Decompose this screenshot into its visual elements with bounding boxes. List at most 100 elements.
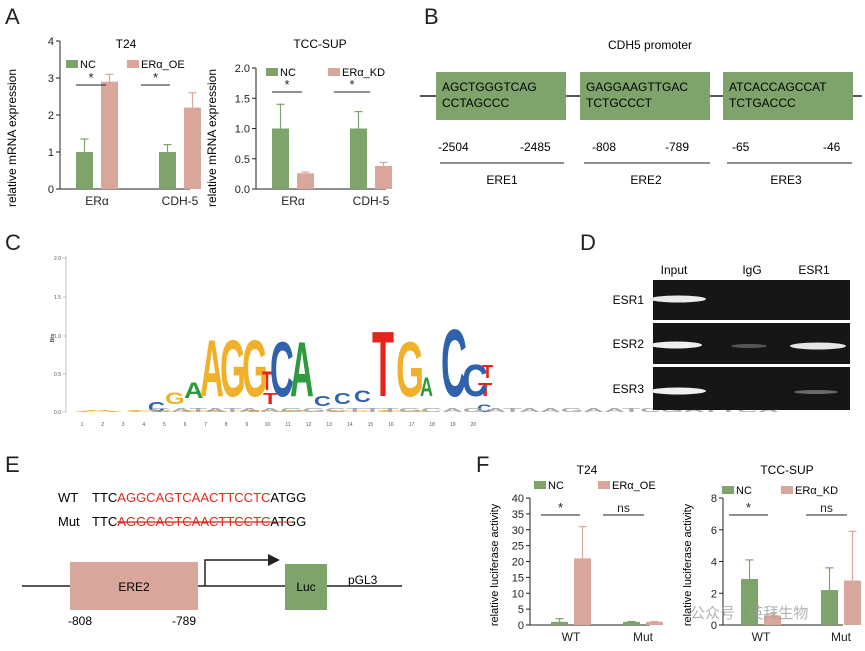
panel-a-tcc-chart: relative mRNA expression TCC-SUP NC ERα_…: [205, 37, 392, 208]
bar-nc: [350, 128, 367, 189]
ere2-seq-line2: TCTGCCCT: [586, 96, 653, 110]
significance-star: *: [558, 500, 563, 515]
mut-label: Mut: [58, 514, 80, 529]
y-tick-label: 0.0: [235, 184, 250, 196]
legend-swatch-nc: [66, 60, 78, 68]
bar-treat: [101, 81, 118, 189]
logo-position-label: 18: [429, 422, 435, 428]
significance-star: *: [284, 77, 289, 92]
panel-e-construct: WT TTCAGGCAGTCAACTTCCTCATGG Mut TTCAGGCA…: [22, 490, 402, 628]
promoter-title: CDH5 promoter: [608, 38, 692, 52]
ere3-start: -65: [732, 140, 750, 154]
legend-nc-label: NC: [80, 59, 96, 71]
y-tick-label: 2: [48, 110, 54, 122]
panel-a-ylabel-1: relative mRNA expression: [5, 69, 19, 207]
panel-f-ylabel-1: relative luciferase activity: [489, 503, 501, 626]
y-tick-label: 0.5: [235, 154, 250, 166]
wt-sequence: TTCAGGCAGTCAACTTCCTCATGG: [92, 490, 306, 505]
ns-label: ns: [820, 501, 833, 515]
logo-letter-c: C: [354, 388, 371, 406]
panel-d-gel: Input IgG ESR1 ESR1 ESR2 ESR3: [613, 263, 850, 410]
gel-band-esr2-input: [650, 341, 702, 349]
ns-label: ns: [617, 501, 630, 515]
bar-nc: [821, 590, 838, 625]
gel-header-esr1: ESR1: [798, 263, 830, 277]
gel-band-esr2-igg: [731, 344, 767, 348]
x-tick-label: ERα: [281, 194, 305, 208]
ere3-label: ERE3: [770, 173, 802, 187]
ere2-start-pos: -808: [68, 614, 92, 628]
logo-letter-t: T: [372, 312, 394, 416]
panel-letter-f: F: [476, 452, 489, 477]
x-tick-label: CDH-5: [162, 194, 199, 208]
logo-letter-g: G: [242, 324, 268, 414]
x-tick-label: ERα: [85, 194, 109, 208]
legend-swatch-nc: [534, 481, 546, 489]
logo-position-label: 5: [163, 422, 166, 428]
panel-c-sequence-logo: Bits 2.01.51.00.50.0 1 2 3 4 5 6 7 8 9 10 11 12 13 14…: [50, 256, 779, 428]
y-tick-label: 3: [48, 73, 54, 85]
logo-position-label: 12: [306, 422, 312, 428]
logo-position-label: 11: [285, 422, 290, 428]
y-tick-label: 25: [512, 541, 524, 553]
ere1-box: [436, 72, 566, 120]
legend-swatch-nc: [266, 68, 278, 76]
y-tick-label: 20: [512, 557, 524, 569]
logo-y-tick-label: 0.5: [54, 372, 61, 378]
bar-treat: [297, 173, 314, 189]
y-tick-label: 0: [48, 184, 54, 196]
gel-band-esr2-esr1: [790, 342, 846, 350]
logo-letter-a: A: [420, 371, 433, 402]
logo-y-tick-label: 1.0: [54, 334, 61, 340]
luc-label: Luc: [296, 580, 315, 594]
logo-position-label: 14: [347, 422, 353, 428]
ere1-end: -2485: [520, 140, 551, 154]
logo-position-label: 10: [265, 422, 271, 428]
y-tick-label: 2.0: [235, 63, 250, 75]
bar-chart-f-tcc: 0 2 4 6 8 WT Mut * ns: [711, 493, 861, 644]
logo-position-label: 9: [245, 422, 248, 428]
panel-letter-b: B: [424, 4, 439, 29]
logo-letter-t: T: [262, 366, 272, 396]
ere2-end-pos: -789: [172, 614, 196, 628]
promoter-arrow: [204, 559, 270, 586]
y-tick-label: 10: [512, 588, 524, 600]
legend-treat-label: ERα_KD: [342, 67, 385, 79]
logo-baseline-letters: ACGTACG: [72, 409, 431, 412]
logo-y-ticks: 2.0 1.5 1.0 0.5 0.0: [54, 256, 66, 416]
logo-x-ticks: 1 2 3 4 5 6 7 8 9 10 11 12 13 14 15 16 17 18 19 20: [81, 422, 477, 428]
panel-f-tcc-chart: relative luciferase activity TCC-SUP NC …: [682, 463, 861, 644]
ere1-seq-line1: AGCTGGGTCAG: [442, 80, 537, 94]
y-tick-label: 8: [711, 493, 717, 505]
wt-suffix: ATGG: [270, 490, 306, 505]
panel-a-ylabel-2: relative mRNA expression: [205, 69, 219, 207]
logo-y-tick-label: 0.0: [54, 410, 61, 416]
ere3-box: [723, 72, 853, 120]
bar-nc: [159, 152, 176, 189]
x-tick-label: WT: [562, 630, 581, 644]
logo-position-label: 3: [122, 422, 125, 428]
ere3-end: -46: [823, 140, 841, 154]
gel-label-esr1: ESR1: [613, 293, 645, 307]
bar-treat: [375, 166, 392, 189]
legend-nc-label: NC: [736, 485, 752, 497]
ere1-seq-line2: CCTAGCCC: [442, 96, 509, 110]
bar-nc: [76, 152, 93, 189]
logo-letter-t: T: [478, 380, 493, 400]
logo-letter-a: A: [184, 379, 204, 403]
luc-gene: [285, 564, 327, 610]
legend-treat-label: ERα_KD: [795, 485, 838, 497]
logo-letter-t: T: [263, 391, 277, 408]
bar-treat: [646, 621, 663, 625]
logo-position-label: 15: [368, 422, 374, 428]
logo-small-letters: C G A T C C C T C ACGTACG CATATAAGGCTTTG…: [72, 379, 779, 416]
panel-a-title-tcc: TCC-SUP: [293, 37, 346, 51]
logo-letter-c: C: [477, 402, 492, 414]
y-tick-label: 30: [512, 525, 524, 537]
logo-position-label: 7: [204, 422, 207, 428]
y-tick-label: 6: [711, 525, 717, 537]
logo-letter-c: C: [148, 399, 165, 415]
ere2-end: -789: [665, 140, 689, 154]
x-tick-label: Mut: [633, 630, 654, 644]
logo-letter-t: T: [482, 362, 493, 382]
